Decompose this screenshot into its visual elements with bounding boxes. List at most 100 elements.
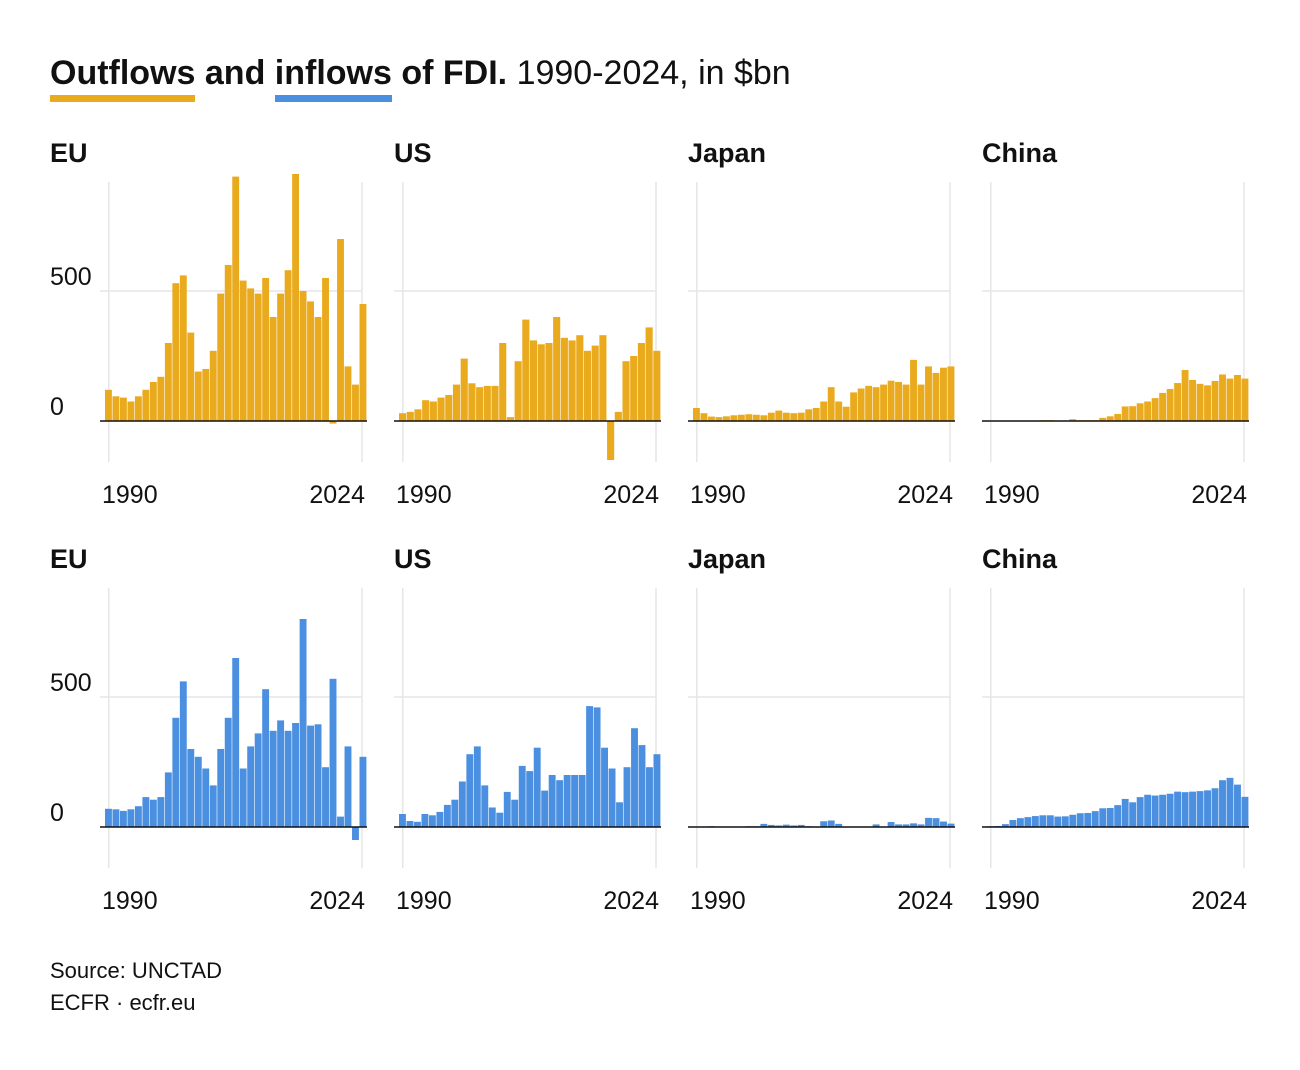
- bar: [1151, 398, 1159, 421]
- panel-title: EU: [50, 138, 88, 168]
- panel-title: China: [982, 138, 1058, 168]
- bar: [322, 767, 329, 827]
- bar: [503, 791, 511, 827]
- bar: [337, 239, 344, 421]
- bar: [511, 799, 519, 827]
- bar: [1106, 808, 1114, 827]
- bar: [835, 401, 843, 421]
- bar: [1144, 794, 1152, 827]
- bar: [239, 768, 247, 827]
- bar: [127, 809, 135, 827]
- bar: [344, 746, 352, 827]
- bar: [797, 412, 805, 421]
- bar: [202, 369, 210, 421]
- bar: [865, 385, 873, 421]
- credit-note: ECFR · ecfr.eu: [50, 990, 196, 1015]
- bar: [522, 319, 530, 421]
- bar: [835, 823, 843, 827]
- bar: [422, 400, 430, 421]
- bar: [119, 397, 127, 421]
- bar: [812, 408, 820, 421]
- bar: [105, 389, 112, 421]
- bar: [239, 280, 247, 421]
- bar: [359, 756, 367, 827]
- bar: [149, 799, 157, 827]
- bar: [1159, 392, 1167, 421]
- panel-inflows-japan: Japan 1990 2024: [688, 544, 955, 915]
- panel-title: Japan: [688, 544, 766, 574]
- bar: [730, 415, 738, 421]
- bar: [254, 293, 262, 421]
- bar: [352, 827, 359, 840]
- bar: [1069, 419, 1077, 421]
- bar: [134, 806, 142, 827]
- bar: [187, 749, 195, 827]
- bar: [421, 814, 429, 827]
- y-tick-label: 0: [50, 393, 64, 421]
- bar: [767, 412, 775, 421]
- title-subtitle: 1990-2024, in $bn: [516, 54, 791, 92]
- bar: [112, 809, 120, 827]
- x-tick-label: 2024: [603, 887, 659, 915]
- bar: [443, 804, 451, 827]
- bar: [157, 376, 165, 421]
- panel-outflows-eu: EU 0 500 1990 2024: [50, 138, 367, 509]
- bar: [119, 810, 127, 827]
- bar: [820, 821, 828, 827]
- bar: [1099, 417, 1107, 421]
- bar: [451, 799, 459, 827]
- bar: [483, 385, 491, 421]
- bar: [458, 781, 466, 827]
- bar: [797, 824, 805, 827]
- bar: [399, 413, 407, 421]
- bar: [514, 361, 522, 421]
- bar: [1129, 406, 1137, 421]
- bar: [576, 335, 584, 421]
- bar: [452, 384, 461, 421]
- x-tick-label: 2024: [1191, 887, 1247, 915]
- bar: [307, 301, 314, 421]
- x-tick-label: 1990: [102, 887, 158, 915]
- bar: [112, 396, 120, 421]
- bar: [593, 707, 601, 827]
- bar: [932, 818, 940, 827]
- x-tick-label: 1990: [396, 481, 452, 509]
- bar: [518, 765, 526, 827]
- bar: [1099, 808, 1107, 827]
- bar: [179, 681, 187, 827]
- bar: [1069, 814, 1077, 827]
- bar: [1076, 813, 1084, 827]
- bar: [548, 775, 556, 827]
- bar: [940, 821, 947, 827]
- bar: [429, 401, 437, 421]
- bar: [1234, 784, 1241, 827]
- bar: [827, 387, 835, 421]
- bar: [1181, 792, 1189, 827]
- bar: [224, 265, 232, 421]
- bar: [1159, 794, 1167, 827]
- panel-title: US: [394, 138, 432, 168]
- bar: [269, 730, 277, 827]
- bar: [142, 797, 150, 827]
- bar: [1189, 379, 1196, 421]
- bar: [209, 785, 217, 827]
- x-tick-label: 2024: [897, 481, 953, 509]
- bar: [292, 723, 300, 827]
- bar: [591, 345, 599, 421]
- bar: [149, 382, 157, 421]
- bar: [932, 372, 940, 421]
- bar: [352, 384, 359, 421]
- bar: [715, 417, 723, 421]
- bar: [700, 413, 708, 421]
- panel-title: US: [394, 544, 432, 574]
- panel-outflows-us: US 1990 2024: [394, 138, 661, 509]
- bar: [902, 384, 910, 421]
- bar: [232, 658, 240, 827]
- bar: [172, 717, 180, 827]
- bar: [437, 397, 445, 421]
- bar: [217, 749, 225, 827]
- bar: [1181, 370, 1189, 421]
- x-tick-label: 2024: [603, 481, 659, 509]
- bar: [827, 820, 835, 827]
- bar: [541, 790, 549, 827]
